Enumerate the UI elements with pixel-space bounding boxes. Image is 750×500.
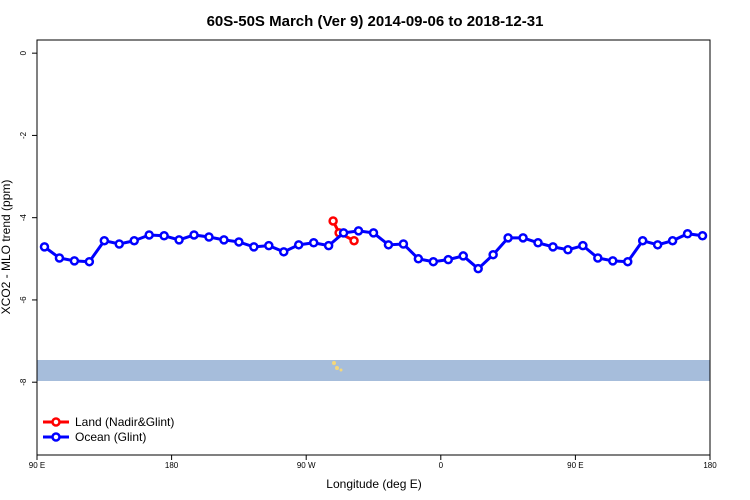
- data-point: [503, 233, 513, 243]
- data-point: [637, 235, 648, 246]
- data-point: [174, 235, 184, 245]
- x-tick-label: 90 E: [29, 461, 45, 470]
- map-land: [332, 361, 336, 365]
- x-axis-label: Longitude (deg E): [326, 477, 421, 491]
- x-tick-label: 90 W: [297, 461, 316, 470]
- data-point: [219, 235, 229, 245]
- x-tick-label: 0: [439, 461, 444, 470]
- data-point: [398, 239, 409, 249]
- data-point: [338, 228, 349, 238]
- data-point: [368, 228, 379, 238]
- map-land: [339, 368, 343, 372]
- x-tick-label: 180: [703, 461, 717, 470]
- x-tick-label: 90 E: [567, 461, 583, 470]
- data-point: [114, 239, 125, 249]
- legend-label: Ocean (Glint): [75, 430, 146, 444]
- y-tick-label: 0: [19, 50, 28, 55]
- data-point: [189, 230, 199, 240]
- data-point: [652, 240, 663, 250]
- data-point: [279, 247, 289, 257]
- data-point: [323, 240, 334, 251]
- y-tick-label: -6: [19, 296, 28, 304]
- data-point: [697, 231, 708, 241]
- data-point: [428, 256, 439, 267]
- data-point: [473, 263, 483, 274]
- legend-label: Land (Nadir&Glint): [75, 415, 174, 429]
- map-land: [335, 366, 339, 370]
- legend-marker: [51, 417, 61, 427]
- data-point: [563, 245, 573, 255]
- data-point: [383, 240, 394, 250]
- data-point: [353, 226, 364, 236]
- data-point: [608, 256, 618, 266]
- data-point: [249, 242, 259, 252]
- data-point: [264, 240, 274, 251]
- data-point: [622, 256, 633, 267]
- data-point: [443, 254, 454, 265]
- data-point: [144, 230, 154, 240]
- y-tick-label: -2: [19, 131, 28, 139]
- data-point: [667, 235, 678, 246]
- data-point: [458, 251, 468, 261]
- plot-frame: [36, 39, 711, 456]
- map-band: [37, 360, 710, 381]
- data-point: [204, 232, 214, 242]
- data-point: [159, 231, 169, 241]
- data-point: [518, 233, 528, 243]
- data-point: [99, 235, 110, 246]
- data-point: [349, 235, 359, 246]
- data-point: [234, 237, 244, 247]
- data-point: [293, 240, 304, 250]
- y-axis-label: XCO2 - MLO trend (ppm): [0, 180, 13, 315]
- data-point: [548, 242, 558, 252]
- y-tick-label: -8: [19, 378, 28, 386]
- data-point: [84, 256, 95, 267]
- y-tick-label: -4: [19, 214, 28, 222]
- data-point: [682, 228, 693, 239]
- data-point: [328, 216, 338, 226]
- data-point: [54, 253, 65, 263]
- x-tick-label: 180: [165, 461, 179, 470]
- data-point: [578, 240, 588, 251]
- data-point: [533, 238, 543, 248]
- data-point: [39, 242, 50, 252]
- data-point: [413, 254, 424, 264]
- data-point: [69, 256, 80, 266]
- data-point: [593, 253, 603, 263]
- data-point: [488, 249, 498, 260]
- data-point: [129, 235, 139, 246]
- legend-marker: [51, 432, 61, 442]
- chart-title: 60S-50S March (Ver 9) 2014-09-06 to 2018…: [207, 13, 544, 30]
- data-point: [308, 238, 319, 248]
